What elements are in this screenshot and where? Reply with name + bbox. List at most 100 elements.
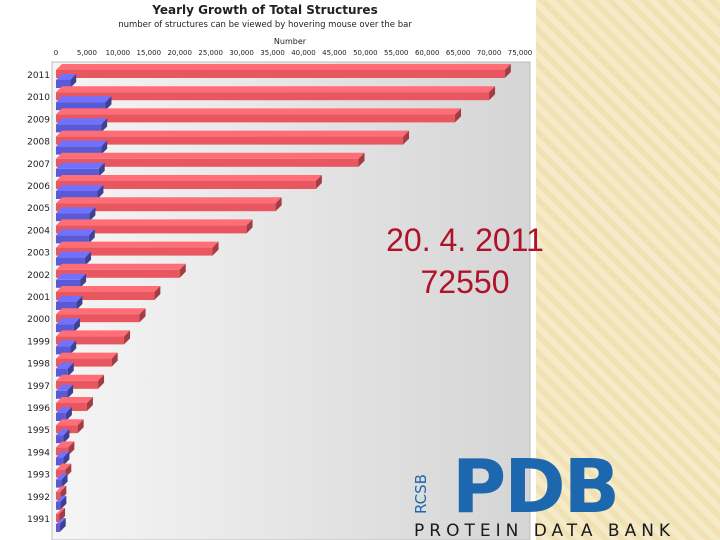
bar-top-face[interactable] (56, 495, 67, 502)
bar-top-face[interactable] (56, 429, 70, 436)
bar-total-2006[interactable] (56, 181, 316, 189)
bar-total-2002[interactable] (56, 269, 180, 278)
bar-top-face[interactable] (56, 340, 77, 347)
bar-yearly-1999[interactable] (56, 346, 71, 355)
bar-top-face[interactable] (56, 175, 322, 181)
bar-side-face[interactable] (60, 495, 67, 510)
bar-top-face[interactable] (56, 207, 96, 214)
bar-side-face[interactable] (65, 407, 72, 421)
bar-yearly-1995[interactable] (56, 435, 64, 444)
bar-side-face[interactable] (97, 185, 104, 199)
bar-side-face[interactable] (124, 330, 131, 345)
bar-side-face[interactable] (101, 118, 108, 133)
bar-top-face[interactable] (56, 485, 67, 492)
bar-side-face[interactable] (70, 340, 77, 355)
bar-side-face[interactable] (63, 451, 70, 466)
bar-top-face[interactable] (56, 229, 95, 236)
bar-yearly-2003[interactable] (56, 257, 86, 266)
bar-top-face[interactable] (56, 273, 87, 280)
bar-total-2007[interactable] (56, 158, 359, 167)
bar-top-face[interactable] (56, 286, 161, 292)
bar-total-1993[interactable] (56, 469, 66, 478)
bar-top-face[interactable] (56, 318, 80, 325)
bar-yearly-2004[interactable] (56, 235, 89, 244)
bar-top-face[interactable] (56, 162, 105, 169)
bar-side-face[interactable] (67, 362, 74, 377)
bar-side-face[interactable] (70, 74, 77, 88)
bar-yearly-1998[interactable] (56, 368, 68, 377)
bar-side-face[interactable] (67, 384, 74, 399)
bar-total-1991[interactable] (56, 514, 60, 522)
bar-yearly-1991[interactable] (56, 524, 60, 532)
bar-side-face[interactable] (315, 175, 322, 189)
bar-top-face[interactable] (56, 384, 74, 391)
bar-top-face[interactable] (56, 263, 186, 270)
bar-total-1998[interactable] (56, 358, 112, 367)
bar-yearly-1993[interactable] (56, 479, 62, 488)
bar-total-2010[interactable] (56, 92, 490, 101)
bar-yearly-2009[interactable] (56, 124, 102, 133)
bar-total-1992[interactable] (56, 491, 61, 500)
bar-total-2003[interactable] (56, 247, 213, 256)
bar-total-2009[interactable] (56, 114, 456, 123)
bar-side-face[interactable] (61, 473, 68, 488)
bar-top-face[interactable] (56, 108, 462, 115)
bar-yearly-1994[interactable] (56, 457, 64, 466)
bar-top-face[interactable] (56, 251, 92, 258)
bar-side-face[interactable] (86, 397, 93, 411)
bar-top-face[interactable] (56, 64, 511, 70)
bar-side-face[interactable] (63, 429, 70, 444)
bar-side-face[interactable] (489, 86, 496, 101)
bar-top-face[interactable] (56, 330, 131, 337)
bar-top-face[interactable] (56, 219, 253, 226)
bar-side-face[interactable] (98, 374, 105, 389)
bar-total-2008[interactable] (56, 136, 404, 145)
bar-side-face[interactable] (212, 241, 219, 256)
bar-side-face[interactable] (68, 441, 75, 456)
bar-side-face[interactable] (246, 219, 253, 234)
bar-yearly-1997[interactable] (56, 390, 68, 399)
bar-top-face[interactable] (56, 451, 70, 458)
bar-yearly-2006[interactable] (56, 191, 98, 199)
bar-yearly-2011[interactable] (56, 80, 71, 88)
bar-yearly-2008[interactable] (56, 146, 102, 155)
bar-side-face[interactable] (88, 229, 95, 244)
bar-side-face[interactable] (154, 286, 161, 300)
bar-side-face[interactable] (89, 207, 96, 222)
bar-side-face[interactable] (59, 518, 66, 532)
bar-top-face[interactable] (56, 407, 72, 413)
bar-yearly-2010[interactable] (56, 102, 106, 111)
bar-top-face[interactable] (56, 518, 66, 524)
bar-total-2001[interactable] (56, 292, 155, 300)
bar-top-face[interactable] (56, 441, 75, 448)
bar-top-face[interactable] (56, 152, 365, 159)
bar-top-face[interactable] (56, 397, 93, 403)
bar-side-face[interactable] (139, 308, 146, 323)
bar-side-face[interactable] (73, 318, 80, 333)
bar-top-face[interactable] (56, 374, 105, 381)
bar-side-face[interactable] (275, 197, 282, 212)
bar-total-2005[interactable] (56, 203, 276, 212)
bar-top-face[interactable] (56, 96, 112, 103)
bar-top-face[interactable] (56, 362, 74, 369)
bar-total-2004[interactable] (56, 225, 247, 234)
bar-top-face[interactable] (56, 197, 282, 204)
bar-top-face[interactable] (56, 185, 104, 191)
bar-top-face[interactable] (56, 473, 68, 480)
bar-top-face[interactable] (56, 86, 496, 93)
bar-side-face[interactable] (111, 352, 118, 367)
bar-side-face[interactable] (85, 251, 92, 266)
bar-side-face[interactable] (504, 64, 511, 78)
bar-total-2000[interactable] (56, 314, 140, 323)
bar-yearly-1996[interactable] (56, 413, 66, 421)
bar-side-face[interactable] (105, 96, 112, 111)
bar-side-face[interactable] (98, 162, 105, 177)
bar-top-face[interactable] (56, 296, 83, 302)
bar-top-face[interactable] (56, 508, 66, 514)
bar-side-face[interactable] (358, 152, 365, 167)
bar-side-face[interactable] (59, 508, 66, 522)
bar-top-face[interactable] (56, 352, 118, 359)
bar-side-face[interactable] (77, 419, 84, 434)
bar-total-1999[interactable] (56, 336, 125, 345)
bar-yearly-2007[interactable] (56, 168, 99, 177)
